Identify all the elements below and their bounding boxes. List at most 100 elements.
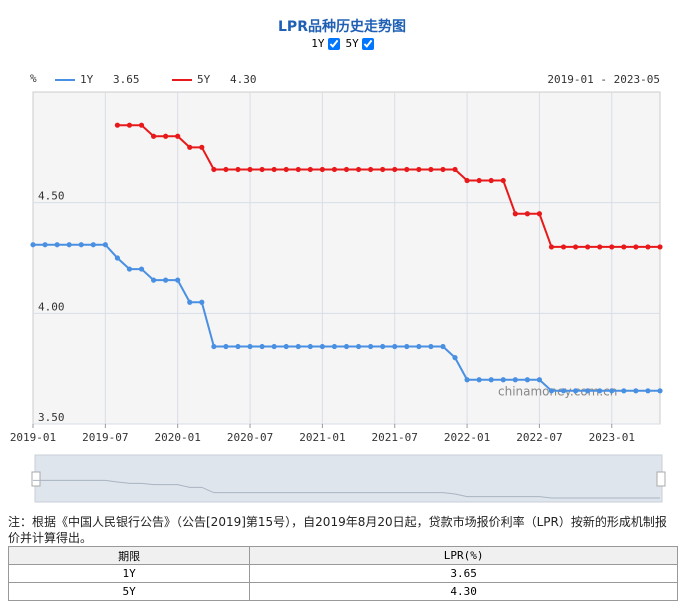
- data-point: [621, 244, 627, 250]
- data-point: [585, 388, 591, 394]
- data-point: [247, 166, 253, 173]
- data-point: [307, 166, 313, 173]
- data-point: [500, 177, 506, 184]
- data-point: [380, 166, 386, 173]
- data-point: [428, 166, 434, 173]
- data-point: [524, 211, 530, 217]
- slider-handle[interactable]: [31, 471, 41, 487]
- data-point: [609, 388, 615, 394]
- data-point: [223, 166, 229, 173]
- data-point: [416, 166, 422, 173]
- data-point: [319, 343, 325, 350]
- data-point: [90, 242, 96, 248]
- plot-area: [32, 91, 661, 425]
- data-point: [597, 388, 603, 394]
- slider-preview: [33, 479, 660, 499]
- data-point: [138, 122, 145, 128]
- cell: 4.30: [249, 582, 678, 601]
- data-point: [440, 166, 446, 173]
- data-point: [392, 343, 398, 350]
- data-point: [126, 122, 133, 128]
- table-row: 5Y 4.30: [7, 582, 678, 601]
- data-point: [488, 177, 494, 184]
- data-point: [114, 255, 121, 261]
- legend-label: 1Y: [80, 73, 94, 86]
- data-point: [621, 388, 627, 394]
- data-point: [512, 377, 518, 383]
- data-point: [102, 242, 108, 248]
- checkbox[interactable]: [361, 38, 374, 50]
- data-point: [235, 166, 241, 173]
- data-point: [488, 377, 494, 383]
- data-point: [560, 388, 567, 394]
- series-line: [117, 124, 660, 248]
- cell: 期限: [7, 546, 251, 565]
- data-point: [199, 299, 205, 305]
- data-point: [343, 166, 350, 173]
- chart: LPR品种历史走势图 % 2019-01 - 2023-05 3.50 4.00 4…: [10, 18, 666, 503]
- data-point: [633, 388, 639, 394]
- x-tick-label: 2020-01: [155, 431, 201, 444]
- data-point: [343, 343, 350, 350]
- data-point: [464, 377, 470, 383]
- data-point: [126, 266, 133, 272]
- data-point: [609, 244, 615, 250]
- x-tick-label: 2019-01: [10, 431, 56, 444]
- data-point: [175, 277, 181, 283]
- data-point: [548, 244, 555, 250]
- zoom-slider[interactable]: [31, 454, 666, 503]
- x-tick-label: 2020-07: [227, 431, 273, 444]
- data-point: [512, 211, 518, 217]
- slider-track: [34, 454, 663, 503]
- data-point: [368, 343, 374, 350]
- data-point: [150, 277, 157, 283]
- cell: LPR(%): [249, 546, 678, 565]
- data-point: [428, 343, 434, 350]
- data-point: [319, 166, 325, 173]
- y-tick-label: 4.00: [38, 300, 65, 313]
- toggle-label: 1Y: [311, 37, 325, 50]
- data-point: [150, 133, 157, 139]
- unit-label: %: [30, 72, 37, 85]
- data-point: [500, 377, 506, 383]
- data-point: [66, 242, 72, 248]
- data-point: [187, 144, 193, 150]
- data-point: [283, 166, 289, 173]
- x-tick-label: 2022-07: [516, 431, 562, 444]
- data-point: [392, 166, 398, 173]
- x-tick-label: 2022-01: [444, 431, 490, 444]
- data-point: [211, 166, 217, 173]
- note: 注：根据《中国人民银行公告》（公告[2019]第15号），自2019年8月20日…: [8, 515, 667, 545]
- data-point: [163, 133, 169, 139]
- data-point: [211, 343, 217, 350]
- data-point: [657, 388, 663, 394]
- cell: 1Y: [7, 564, 251, 583]
- chart-title: LPR品种历史走势图: [278, 18, 406, 35]
- data-point: [355, 166, 362, 173]
- data-point: [78, 242, 84, 248]
- data-point: [259, 166, 265, 173]
- toggles: 1Y 5Y: [0, 37, 685, 50]
- x-tick-label: 2023-01: [589, 431, 635, 444]
- data-point: [42, 242, 48, 248]
- slider-handle[interactable]: [656, 471, 666, 487]
- data-point: [30, 242, 36, 248]
- y-tick-label: 4.50: [38, 190, 65, 203]
- data-point: [416, 343, 422, 350]
- data-point: [259, 343, 265, 350]
- data-point: [476, 177, 482, 184]
- data-point: [452, 355, 458, 361]
- data-point: [283, 343, 289, 350]
- data-point: [331, 343, 338, 350]
- data-point: [572, 244, 579, 250]
- table-row: 1Y 3.65: [7, 564, 678, 583]
- data-point: [548, 388, 555, 394]
- checkbox[interactable]: [327, 38, 340, 50]
- data-point: [464, 177, 470, 184]
- cell: 5Y: [7, 582, 251, 601]
- data-point: [163, 277, 169, 283]
- data-point: [404, 166, 410, 173]
- x-tick-label: 2019-07: [82, 431, 128, 444]
- legend-value: 3.65: [113, 73, 140, 86]
- legend-value: 4.30: [230, 73, 257, 86]
